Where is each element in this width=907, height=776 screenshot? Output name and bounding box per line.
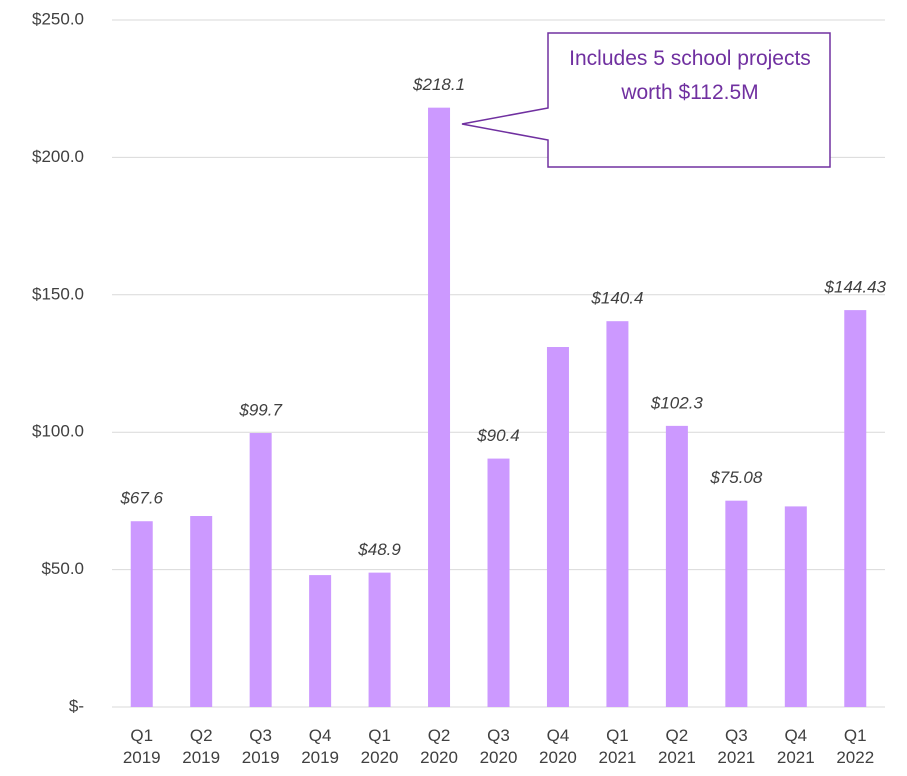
callout-box xyxy=(461,32,831,168)
x-tick-label: Q2 2020 xyxy=(420,726,458,767)
x-tick-label: Q2 2021 xyxy=(658,726,696,767)
x-tick-label: Q1 2020 xyxy=(361,726,399,767)
value-label: $218.1 xyxy=(412,75,465,94)
value-label: $90.4 xyxy=(476,426,520,445)
x-tick-label: Q2 2019 xyxy=(182,726,220,767)
bar xyxy=(606,321,629,707)
y-tick-label: $250.0 xyxy=(32,9,84,28)
y-tick-label: $150.0 xyxy=(32,284,84,303)
annotation: Includes 5 school projects worth $112.5M xyxy=(569,47,811,104)
bar xyxy=(844,310,867,707)
value-label: $48.9 xyxy=(357,540,401,559)
bar xyxy=(784,506,807,707)
bar xyxy=(130,521,153,707)
value-label: $75.08 xyxy=(709,468,763,487)
x-tick-label: Q1 2021 xyxy=(599,726,637,767)
bar xyxy=(546,347,569,707)
bar xyxy=(249,433,272,707)
value-label: $99.7 xyxy=(238,401,282,420)
y-tick-label: $200.0 xyxy=(32,147,84,166)
bar xyxy=(428,107,451,708)
value-label: $144.43 xyxy=(824,278,887,297)
value-label: $140.4 xyxy=(590,289,643,308)
bar xyxy=(487,458,510,707)
x-tick-label: Q1 2022 xyxy=(836,726,874,767)
x-tick-label: Q3 2019 xyxy=(242,726,280,767)
bar xyxy=(309,575,332,707)
x-tick-label: Q4 2019 xyxy=(301,726,339,767)
x-tick-label: Q3 2020 xyxy=(480,726,518,767)
bar xyxy=(368,572,391,707)
bar xyxy=(190,516,213,707)
x-tick-label: Q1 2019 xyxy=(123,726,161,767)
x-tick-label: Q4 2020 xyxy=(539,726,577,767)
y-tick-label: $50.0 xyxy=(41,559,84,578)
y-tick-label: $100.0 xyxy=(32,422,84,441)
x-tick-label: Q4 2021 xyxy=(777,726,815,767)
value-label: $102.3 xyxy=(650,393,704,412)
bar xyxy=(665,425,688,707)
bar xyxy=(725,500,748,707)
x-tick-label: Q3 2021 xyxy=(717,726,755,767)
value-label: $67.6 xyxy=(119,489,163,508)
y-tick-label: $- xyxy=(69,696,84,715)
